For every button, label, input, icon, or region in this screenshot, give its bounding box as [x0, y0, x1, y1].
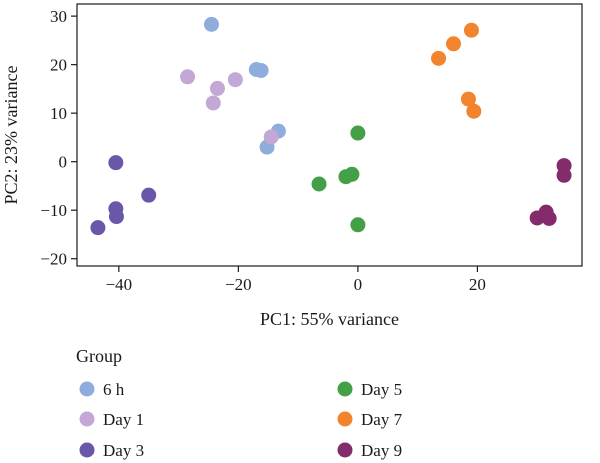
data-point: [205, 95, 221, 111]
legend-label: Day 9: [361, 441, 402, 460]
legend-label: Day 3: [103, 441, 144, 460]
data-point: [263, 129, 279, 145]
y-tick-label: −20: [40, 250, 67, 269]
data-point: [344, 166, 360, 182]
data-point: [180, 69, 196, 85]
legend-swatch: [79, 411, 95, 427]
data-point: [350, 125, 366, 141]
legend-swatch: [79, 381, 95, 397]
legend: Group 6 h Day 1 Day 3 Day 5 Day 7 Day 9: [76, 346, 403, 460]
data-point: [108, 209, 124, 225]
data-point: [529, 210, 545, 226]
data-points: [90, 16, 572, 236]
data-point: [90, 220, 106, 236]
x-tick-label: 0: [354, 275, 363, 294]
data-point: [431, 50, 447, 66]
x-tick-label: −40: [106, 275, 133, 294]
data-point: [253, 62, 269, 78]
data-point: [446, 36, 462, 52]
data-point: [203, 16, 219, 32]
x-axis-label: PC1: 55% variance: [260, 309, 399, 329]
legend-swatch: [337, 411, 353, 427]
legend-label: 6 h: [103, 380, 125, 399]
plot-frame: [76, 3, 583, 267]
data-point: [311, 176, 327, 192]
data-point: [460, 91, 476, 107]
data-point: [350, 217, 366, 233]
data-point: [227, 72, 243, 88]
legend-swatch: [337, 442, 353, 458]
data-point: [541, 210, 557, 226]
x-tick-label: 20: [469, 275, 486, 294]
data-point: [463, 22, 479, 38]
axes: −40 −20 0 20 −20 −10 0 10 20 30: [40, 3, 583, 294]
y-tick-label: 0: [59, 153, 68, 172]
data-point: [209, 80, 225, 96]
y-tick-label: −10: [40, 201, 67, 220]
data-point: [141, 187, 157, 203]
legend-swatch: [337, 381, 353, 397]
legend-label: Day 5: [361, 380, 402, 399]
legend-swatch: [79, 442, 95, 458]
y-tick-label: 20: [50, 56, 67, 75]
y-axis-label: PC2: 23% variance: [1, 66, 21, 205]
y-tick-label: 10: [50, 104, 67, 123]
data-point: [556, 167, 572, 183]
legend-label: Day 7: [361, 410, 403, 429]
legend-label: Day 1: [103, 410, 144, 429]
x-tick-label: −20: [225, 275, 252, 294]
data-point: [466, 103, 482, 119]
legend-title: Group: [76, 346, 122, 366]
data-point: [108, 155, 124, 171]
y-tick-label: 30: [50, 7, 67, 26]
